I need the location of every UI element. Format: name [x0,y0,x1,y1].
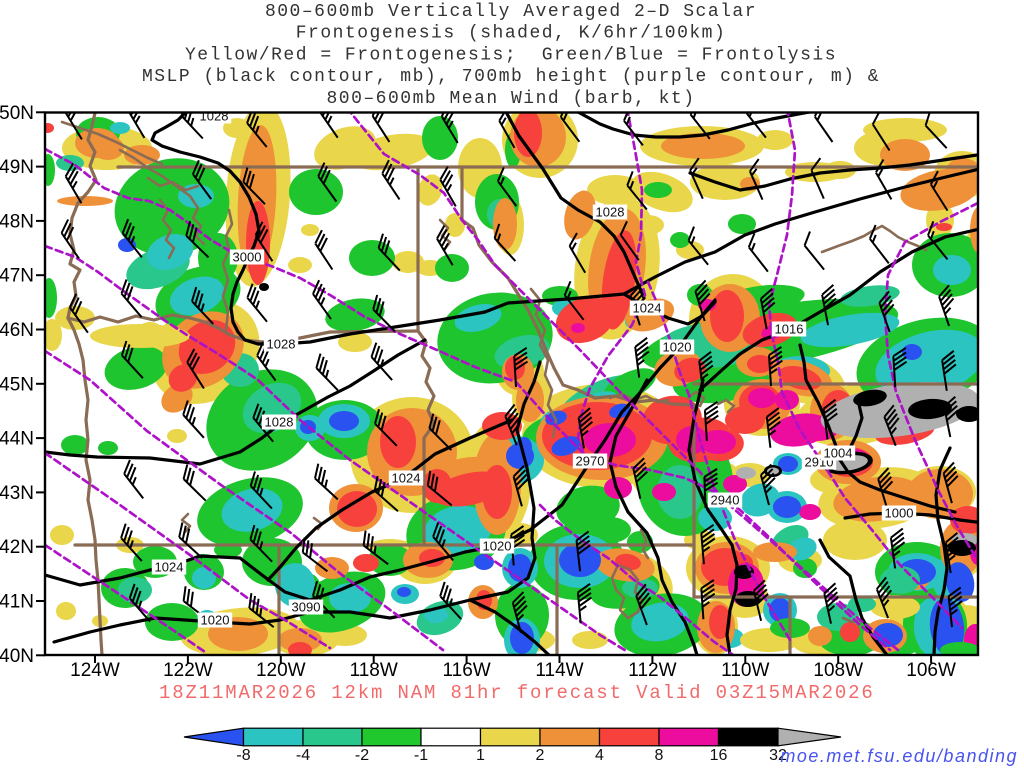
svg-text:1028: 1028 [267,337,296,352]
svg-text:MSLP (black contour, mb), 700m: MSLP (black contour, mb), 700mb height (… [142,67,880,87]
svg-text:800–600mb Vertically Averaged: 800–600mb Vertically Averaged 2–D Scalar [265,2,757,22]
svg-text:45N: 45N [0,374,34,395]
svg-text:3090: 3090 [292,600,321,615]
svg-text:4: 4 [595,747,604,764]
svg-text:18Z11MAR2026 12km NAM 81hr for: 18Z11MAR2026 12km NAM 81hr forecast Vali… [159,682,875,704]
svg-text:1004: 1004 [824,446,853,461]
svg-text:1000: 1000 [885,506,914,521]
svg-text:116W: 116W [442,660,490,681]
svg-text:16: 16 [710,747,728,764]
svg-text:32: 32 [769,747,787,764]
svg-text:1028: 1028 [200,109,229,124]
svg-text:50N: 50N [0,103,34,124]
svg-text:1020: 1020 [483,539,512,554]
svg-text:1028: 1028 [265,415,294,430]
svg-text:112W: 112W [628,660,676,681]
svg-text:114W: 114W [535,660,583,681]
svg-text:1016: 1016 [775,322,804,337]
svg-text:118W: 118W [350,660,398,681]
svg-text:106W: 106W [906,660,956,681]
svg-text:122W: 122W [163,660,213,681]
svg-text:44N: 44N [0,429,34,450]
svg-text:47N: 47N [0,266,34,287]
svg-text:Yellow/Red = Frontogenesis; G: Yellow/Red = Frontogenesis; Green/Blue =… [185,45,837,65]
svg-text:moe.met.fsu.edu/banding: moe.met.fsu.edu/banding [780,746,1018,766]
svg-text:49N: 49N [0,157,34,178]
svg-text:40N: 40N [0,646,34,667]
svg-text:2: 2 [536,747,545,764]
svg-text:108W: 108W [813,660,863,681]
svg-text:8: 8 [655,747,664,764]
svg-text:800–600mb Mean Wind (barb, kt): 800–600mb Mean Wind (barb, kt) [326,89,695,109]
svg-text:1020: 1020 [201,613,230,628]
svg-text:41N: 41N [0,592,34,613]
svg-text:1020: 1020 [663,340,692,355]
svg-text:1024: 1024 [633,301,662,316]
svg-text:2970: 2970 [576,454,605,469]
svg-text:1024: 1024 [155,560,184,575]
svg-text:-4: -4 [296,747,310,764]
svg-text:1024: 1024 [392,471,421,486]
svg-text:-2: -2 [355,747,369,764]
svg-text:1028: 1028 [596,205,625,220]
svg-text:46N: 46N [0,320,34,341]
svg-text:-8: -8 [236,747,250,764]
svg-text:-1: -1 [414,747,428,764]
svg-text:48N: 48N [0,211,34,232]
svg-text:124W: 124W [70,660,120,681]
svg-text:2940: 2940 [711,493,740,508]
svg-text:Frontogenesis (shaded, K/6hr/1: Frontogenesis (shaded, K/6hr/100km) [296,24,727,44]
svg-text:3000: 3000 [233,250,262,265]
svg-text:120W: 120W [256,660,306,681]
svg-text:1: 1 [476,747,485,764]
svg-text:110W: 110W [721,660,769,681]
svg-text:43N: 43N [0,483,34,504]
svg-text:42N: 42N [0,537,34,558]
